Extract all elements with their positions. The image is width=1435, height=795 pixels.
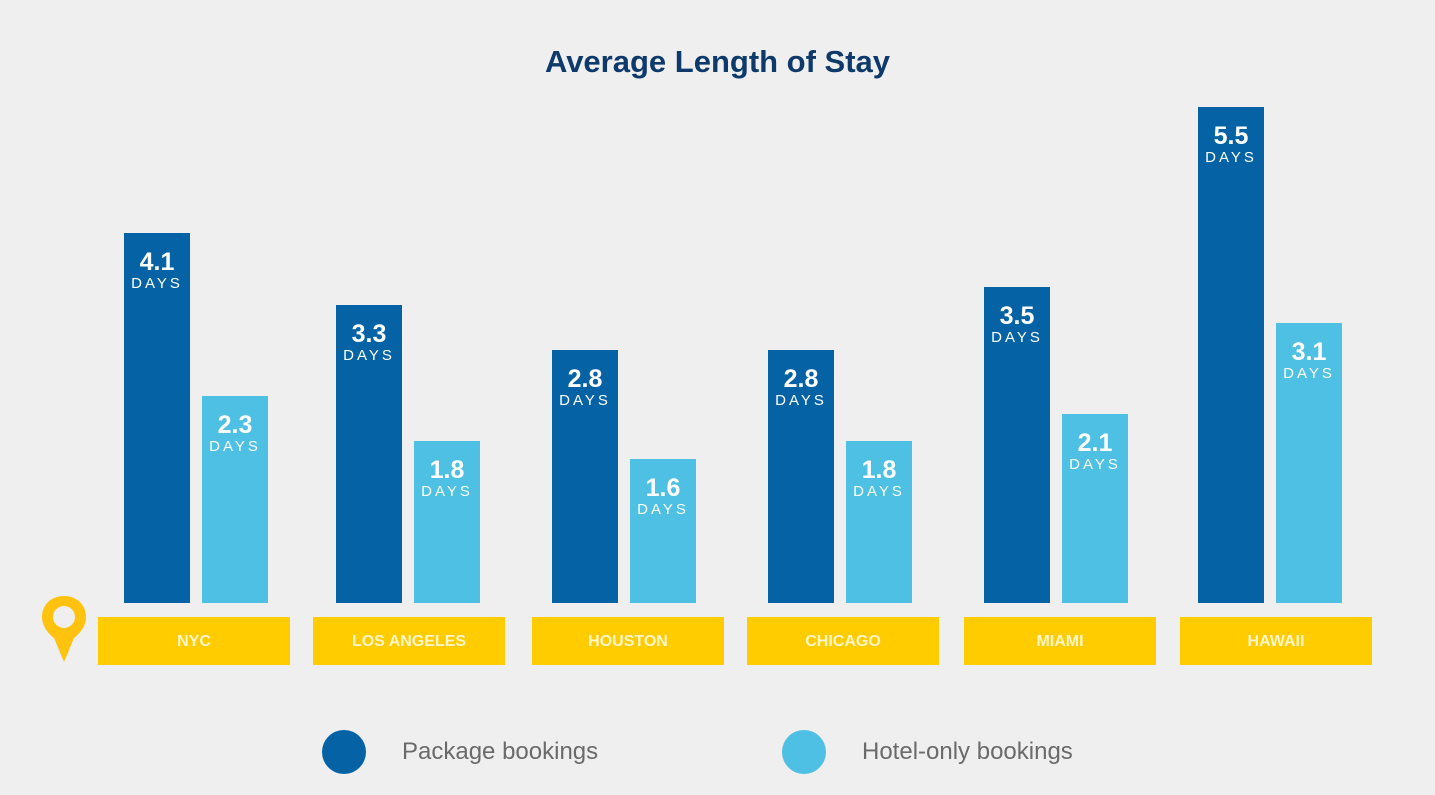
bar-value-label: 1.6 [645,474,681,502]
package-bar-los-angeles: 3.3 DAYS [336,305,402,603]
city-label-los-angeles: LOS ANGELES [313,617,505,665]
legend-swatch-hotel [782,730,826,774]
bar-value-label: 4.1 [139,248,175,276]
bar-unit-label: DAYS [131,275,183,292]
bar-unit-label: DAYS [421,483,473,500]
bar-unit-label: DAYS [1205,149,1257,166]
chart-title: Average Length of Stay [544,44,891,79]
bar-value-label: 2.1 [1077,429,1113,457]
bar-unit-label: DAYS [991,329,1043,346]
package-bar-chicago: 2.8 DAYS [768,350,834,603]
legend-label-package: Package bookings [402,738,599,765]
bar-unit-label: DAYS [775,392,827,409]
bar-unit-label: DAYS [1069,456,1121,473]
city-label-hawaii: HAWAII [1180,617,1372,665]
legend-item-hotel: Hotel-only bookings [782,730,1073,774]
package-bar-hawaii: 5.5 DAYS [1198,107,1264,603]
legend-label-hotel: Hotel-only bookings [862,738,1073,765]
bar-unit-label: DAYS [559,392,611,409]
bar-value-label: 2.3 [217,411,253,439]
legend-swatch-package [322,730,366,774]
bar-value-label: 1.8 [861,456,897,484]
bar-unit-label: DAYS [209,438,261,455]
hotel-bar-miami: 2.1 DAYS [1062,414,1128,603]
hotel-bar-nyc: 2.3 DAYS [202,396,268,603]
bar-value-label: 5.5 [1213,122,1249,150]
legend-item-package: Package bookings [322,730,598,774]
bar-value-label: 3.5 [999,302,1035,330]
bar-value-label: 2.8 [783,365,819,393]
city-label-houston: HOUSTON [532,617,724,665]
city-label-chicago: CHICAGO [747,617,939,665]
bar-value-label: 1.8 [429,456,465,484]
hotel-bar-houston: 1.6 DAYS [630,459,696,603]
map-pin-icon [42,596,86,662]
bar-value-label: 2.8 [567,365,603,393]
hotel-bar-chicago: 1.8 DAYS [846,441,912,603]
bar-unit-label: DAYS [1283,365,1335,382]
hotel-bar-los-angeles: 1.8 DAYS [414,441,480,603]
bar-unit-label: DAYS [343,347,395,364]
city-label-nyc: NYC [98,617,290,665]
bar-value-label: 3.3 [351,320,387,348]
package-bar-nyc: 4.1 DAYS [124,233,190,603]
bar-unit-label: DAYS [853,483,905,500]
bar-unit-label: DAYS [637,501,689,518]
bar-value-label: 3.1 [1291,338,1327,366]
package-bar-houston: 2.8 DAYS [552,350,618,603]
package-bar-miami: 3.5 DAYS [984,287,1050,603]
hotel-bar-hawaii: 3.1 DAYS [1276,323,1342,603]
city-label-miami: MIAMI [964,617,1156,665]
